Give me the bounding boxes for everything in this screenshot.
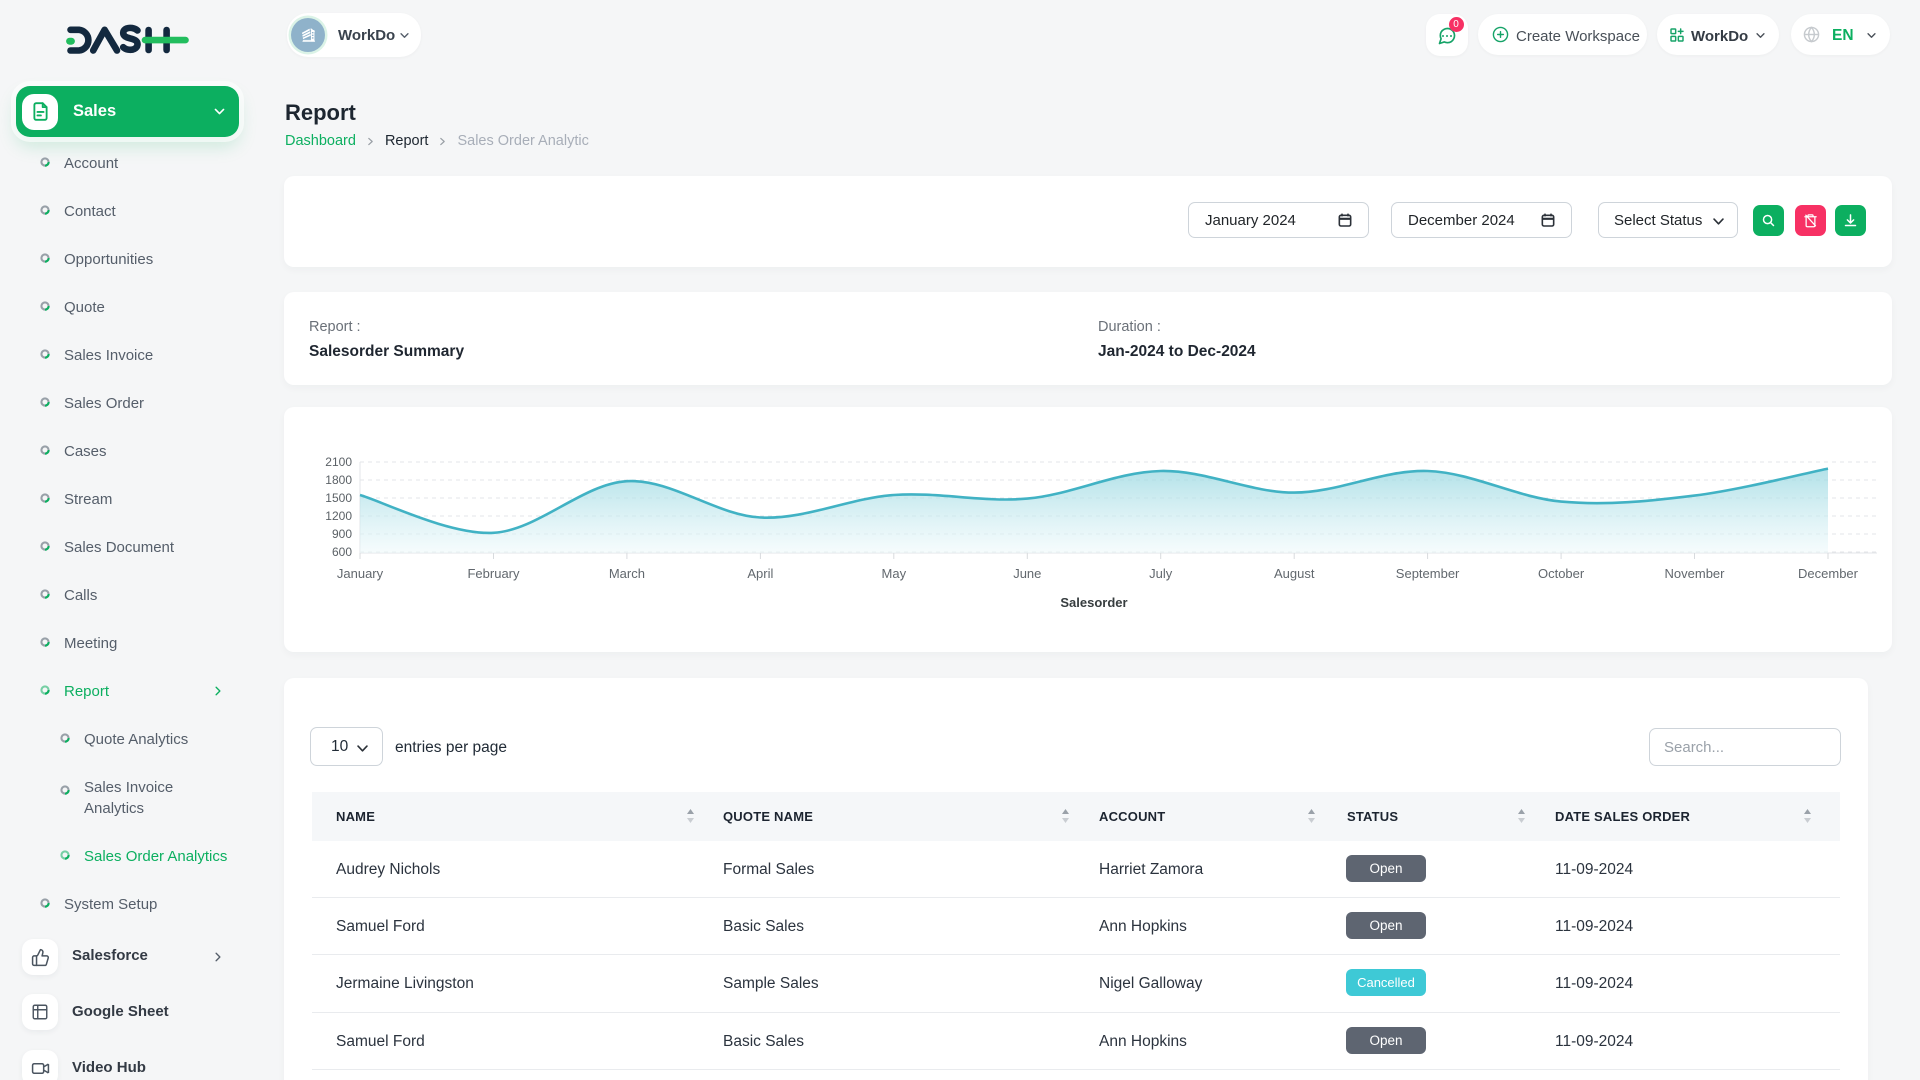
svg-text:600: 600: [332, 545, 352, 559]
svg-text:March: March: [609, 566, 645, 581]
svg-text:December: December: [1798, 566, 1859, 581]
svg-text:October: October: [1538, 566, 1585, 581]
svg-text:August: August: [1274, 566, 1315, 581]
svg-text:900: 900: [332, 527, 352, 541]
svg-text:September: September: [1396, 566, 1460, 581]
svg-text:January: January: [337, 566, 384, 581]
svg-text:2100: 2100: [325, 455, 352, 469]
svg-text:1800: 1800: [325, 473, 352, 487]
svg-text:June: June: [1013, 566, 1041, 581]
svg-text:November: November: [1665, 566, 1726, 581]
svg-text:Salesorder: Salesorder: [1060, 595, 1127, 610]
svg-text:May: May: [882, 566, 907, 581]
svg-text:1200: 1200: [325, 509, 352, 523]
svg-text:April: April: [747, 566, 773, 581]
svg-text:1500: 1500: [325, 491, 352, 505]
svg-text:July: July: [1149, 566, 1173, 581]
svg-text:February: February: [467, 566, 520, 581]
